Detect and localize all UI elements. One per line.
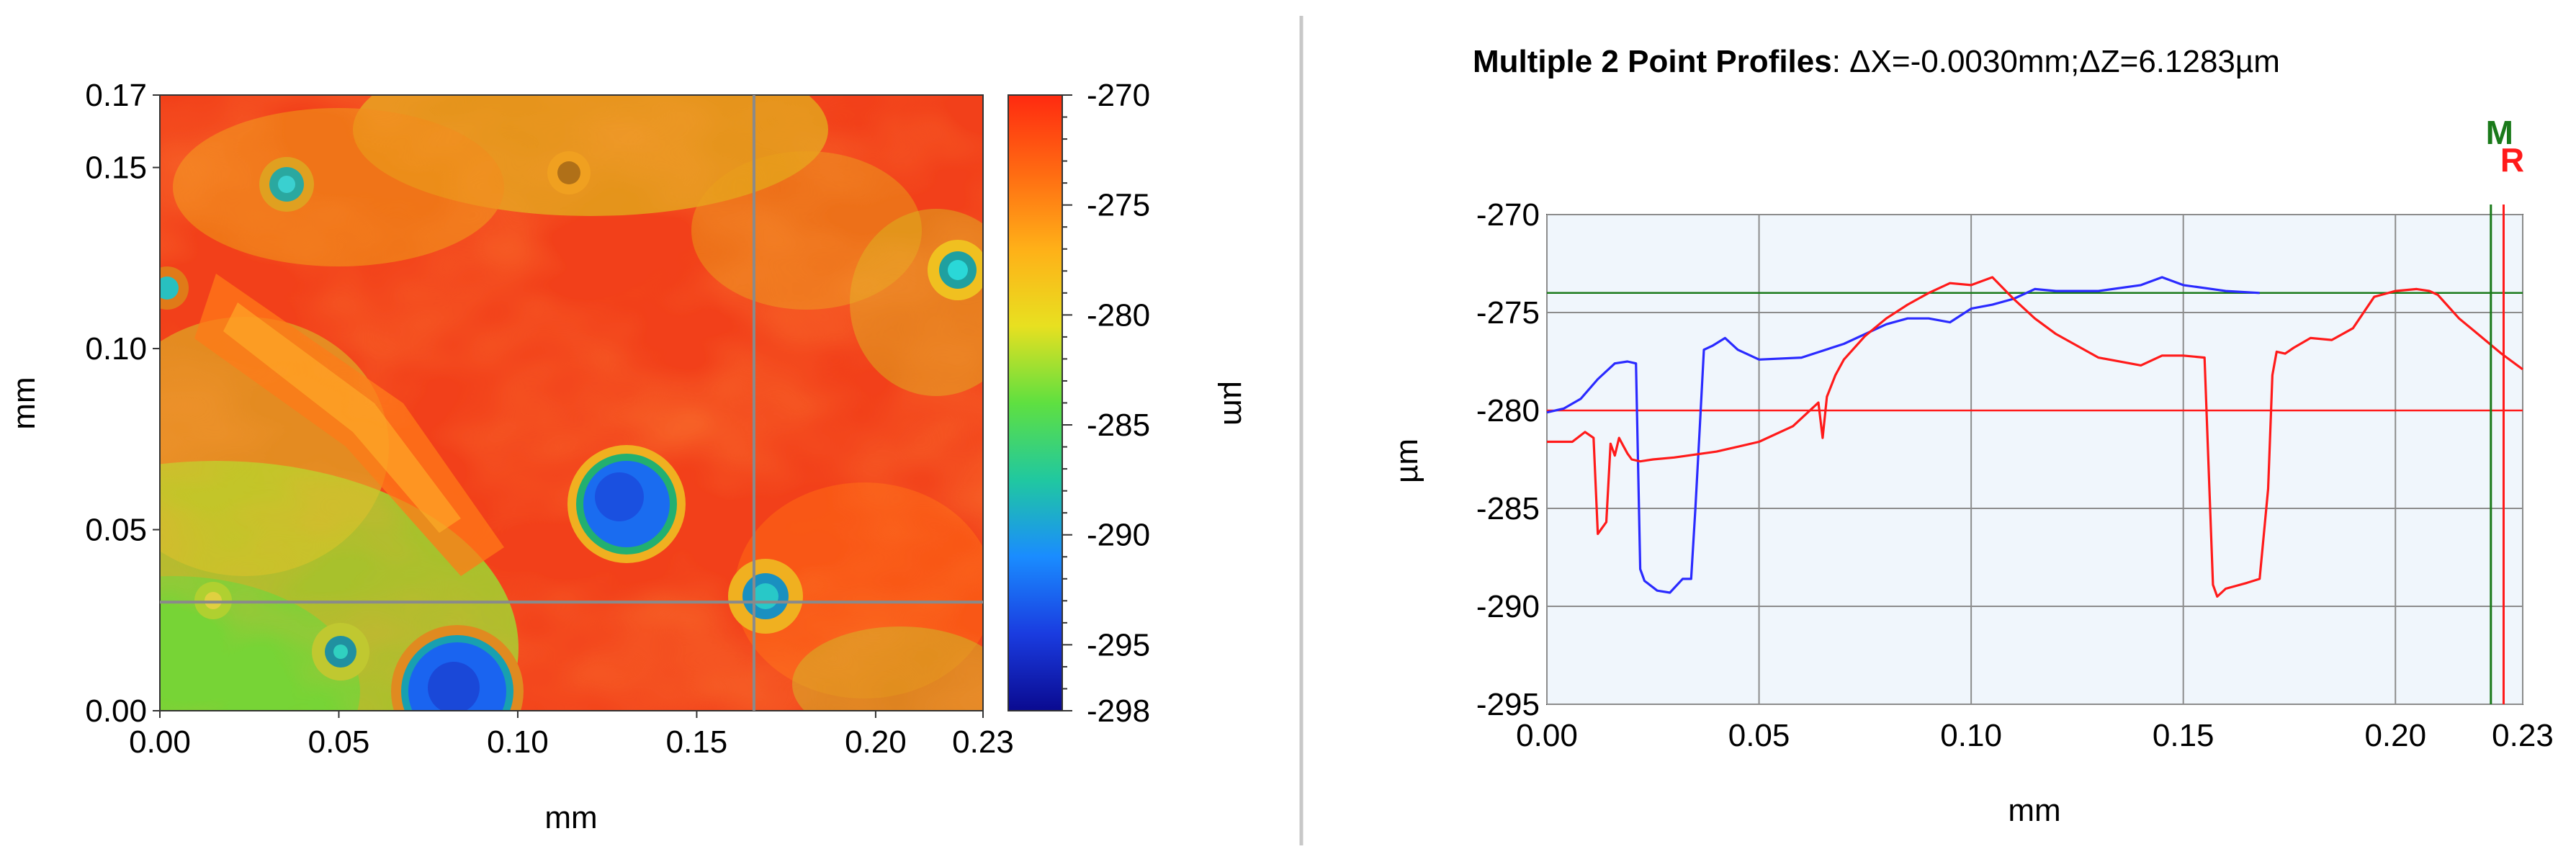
profile-y-tick-label: -270 — [1476, 197, 1540, 233]
profile-x-tick-label: 0.10 — [1940, 718, 2002, 753]
profile-y-axis: -270 -275 -280 -285 -290 -295 — [1476, 197, 1540, 722]
map-y-tick-label: 0.00 — [85, 693, 147, 729]
map-y-tick-label: 0.17 — [85, 78, 147, 113]
marker-label-M: M — [2486, 114, 2513, 151]
colorbar-tick-label: -275 — [1087, 188, 1150, 223]
colorbar-tick-label: -290 — [1087, 518, 1150, 553]
chart-title: Multiple 2 Point Profiles: ΔX=-0.0030mm;… — [1473, 44, 2280, 79]
colorbar-tick-label: -298 — [1087, 693, 1150, 729]
chart-title-values: : ΔX=-0.0030mm;ΔZ=6.1283µm — [1832, 44, 2280, 79]
map-y-axis-label: mm — [6, 377, 42, 429]
map-y-tick-label: 0.15 — [85, 151, 147, 186]
map-x-tick-label: 0.10 — [487, 724, 549, 760]
height-map-frame — [159, 94, 984, 711]
colorbar-tick-label: -280 — [1087, 297, 1150, 333]
plot-area — [1546, 214, 2523, 705]
profile-x-tick-label: 0.15 — [2153, 718, 2214, 753]
profile-y-tick-label: -285 — [1476, 491, 1540, 526]
colorbar-unit-label: µm — [1217, 381, 1252, 426]
profile-y-tick-label: -290 — [1476, 589, 1540, 624]
profile-x-tick-label: 0.05 — [1728, 718, 1790, 753]
map-x-tick-label: 0.05 — [308, 724, 370, 760]
profile-x-axis: 0.00 0.05 0.10 0.15 0.20 0.23 — [1516, 718, 2554, 753]
map-y-tick-label: 0.05 — [85, 513, 147, 548]
marker-label-R: R — [2500, 141, 2524, 179]
profile-y-tick-label: -295 — [1476, 687, 1540, 722]
profile-x-tick-label: 0.00 — [1516, 718, 1578, 753]
surface-pit — [312, 623, 369, 680]
map-x-axis-label: mm — [544, 800, 597, 835]
profile-x-axis-label: mm — [2008, 793, 2060, 828]
colorbar-tick-label: -285 — [1087, 408, 1150, 443]
height-map-image — [160, 95, 983, 711]
map-x-tick-label: 0.23 — [952, 724, 1014, 760]
profile-chart-panel: Multiple 2 Point Profiles: ΔX=-0.0030mm;… — [1389, 44, 2554, 828]
series-line-1 — [1546, 276, 2260, 594]
surface-pit — [728, 559, 803, 634]
surface-pit — [160, 266, 189, 310]
colorbar — [1007, 94, 1063, 711]
reference-lines — [1547, 292, 2523, 412]
profile-x-tick-label: 0.23 — [2492, 718, 2554, 753]
surface-pit — [547, 151, 591, 194]
colorbar-axis: -270 -275 -280 -285 -290 -295 -298 — [1062, 78, 1150, 729]
surface-pit — [391, 625, 524, 711]
chart-title-bold: Multiple 2 Point Profiles — [1473, 44, 1832, 79]
surface-pit — [259, 157, 314, 212]
map-y-axis: 0.00 0.05 0.10 0.15 0.17 — [85, 78, 160, 729]
map-y-tick-label: 0.10 — [85, 331, 147, 367]
profile-y-axis-label: µm — [1389, 439, 1424, 483]
surface-pit — [928, 240, 983, 300]
series-layer — [1546, 276, 2523, 598]
map-x-tick-label: 0.00 — [129, 724, 191, 760]
series-line-2 — [1547, 276, 2523, 598]
map-x-axis: 0.00 0.05 0.10 0.15 0.20 0.23 — [129, 711, 1014, 760]
surface-pit — [567, 445, 686, 563]
colorbar-tick-label: -295 — [1087, 627, 1150, 662]
height-map-panel: 0.00 0.05 0.10 0.15 0.20 0.23 0.00 0.05 0.10 0.1… — [6, 78, 1252, 835]
map-x-tick-label: 0.15 — [666, 724, 728, 760]
profile-y-tick-label: -280 — [1476, 393, 1540, 428]
colorbar-tick-label: -270 — [1087, 78, 1150, 113]
profile-x-tick-label: 0.20 — [2364, 718, 2426, 753]
map-x-tick-label: 0.20 — [845, 724, 907, 760]
surface-pit — [194, 582, 232, 619]
marker-layer: MR — [2486, 114, 2524, 704]
profile-y-tick-label: -275 — [1476, 295, 1540, 331]
